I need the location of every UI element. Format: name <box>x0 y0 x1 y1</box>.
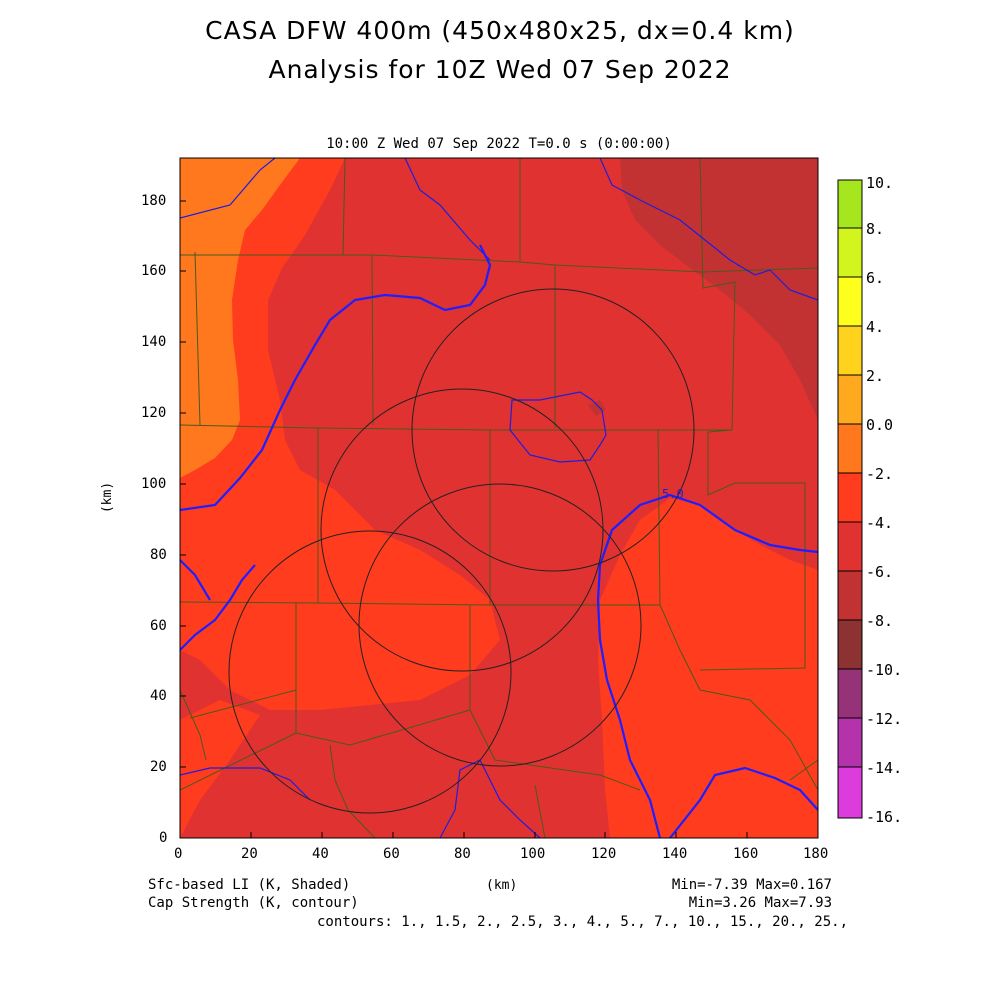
y-tick-label: 160 <box>141 263 167 279</box>
map-field: 5.0 <box>180 158 818 838</box>
colorbar-swatch <box>838 473 862 522</box>
colorbar <box>837 179 863 819</box>
x-tick-label: 120 <box>591 846 617 862</box>
radar-rings <box>228 288 695 814</box>
x-tick-label: 0 <box>174 846 183 862</box>
contour-levels: contours: 1., 1.5, 2., 2.5, 3., 4., 5., … <box>316 914 848 930</box>
contour-field-label: Cap Strength (K, contour) <box>148 895 359 911</box>
x-tick-label: 20 <box>241 846 258 862</box>
x-tick-label: 160 <box>733 846 759 862</box>
y-tick-label: 60 <box>150 618 167 634</box>
colorbar-label: 6. <box>866 269 885 287</box>
colorbar-swatch <box>838 228 862 277</box>
x-tick-label: 60 <box>383 846 400 862</box>
colorbar-label: -4. <box>866 514 894 532</box>
colorbar-label: -2. <box>866 465 894 483</box>
colorbar-label: -8. <box>866 612 894 630</box>
y-tick-label: 140 <box>141 334 167 350</box>
axis-ticks <box>179 200 819 839</box>
colorbar-swatch <box>838 375 862 424</box>
colorbar-swatch <box>838 180 862 228</box>
county-boundaries <box>180 158 818 838</box>
y-tick-label: 180 <box>141 193 167 209</box>
x-tick-label: 100 <box>520 846 546 862</box>
field-dark-red-spot <box>588 400 606 416</box>
y-tick-label: 0 <box>159 830 168 846</box>
colorbar-label: -12. <box>866 710 903 728</box>
x-tick-label: 80 <box>454 846 471 862</box>
y-tick-label: 80 <box>150 547 167 563</box>
contour-value-label: 5.0 <box>662 487 684 501</box>
y-tick-label: 120 <box>141 405 167 421</box>
colorbar-swatch <box>838 767 862 818</box>
figure-title: CASA DFW 400m (450x480x25, dx=0.4 km) <box>205 16 795 45</box>
colorbar-label: 2. <box>866 367 885 385</box>
x-tick-label: 140 <box>662 846 688 862</box>
colorbar-swatch <box>838 522 862 571</box>
colorbar-label: 8. <box>866 220 885 238</box>
contour-cap-strength <box>180 244 818 838</box>
colorbar-swatch <box>838 718 862 767</box>
colorbar-swatch <box>838 620 862 669</box>
y-tick-label: 20 <box>150 759 167 775</box>
colorbar-swatch <box>838 424 862 473</box>
y-tick-label: 100 <box>141 476 167 492</box>
shaded-field-label: Sfc-based LI (K, Shaded) <box>148 877 351 893</box>
valid-time-label: 10:00 Z Wed 07 Sep 2022 T=0.0 s (0:00:00… <box>326 136 672 152</box>
field-red-orange-se <box>598 498 818 838</box>
colorbar-label: 0.0 <box>866 416 894 434</box>
colorbar-swatch <box>838 277 862 326</box>
x-tick-label: 40 <box>312 846 329 862</box>
colorbar-label: 4. <box>866 318 885 336</box>
x-axis-label: (km) <box>486 878 518 893</box>
colorbar-swatch <box>838 669 862 718</box>
colorbar-label: 10. <box>866 174 894 192</box>
colorbar-label: -10. <box>866 661 903 679</box>
shaded-minmax: Min=-7.39 Max=0.167 <box>671 877 832 893</box>
figure-subtitle: Analysis for 10Z Wed 07 Sep 2022 <box>268 55 732 84</box>
colorbar-label: -16. <box>866 808 903 826</box>
y-tick-label: 40 <box>150 688 167 704</box>
y-axis-label: (km) <box>100 481 116 514</box>
radar-ring-1 <box>411 288 695 572</box>
radar-ring-2 <box>320 388 604 672</box>
colorbar-label: -14. <box>866 759 903 777</box>
x-tick-label: 180 <box>803 846 829 862</box>
plot-frame <box>179 157 819 839</box>
colorbar-swatch <box>838 326 862 375</box>
field-dark-red-ne <box>620 158 818 420</box>
field-red-orange-west <box>180 158 500 710</box>
radar-ring-3 <box>358 483 642 767</box>
colorbar-label: -6. <box>866 563 894 581</box>
contour-minmax: Min=3.26 Max=7.93 <box>688 895 832 911</box>
colorbar-swatch <box>838 571 862 620</box>
field-orange-nw <box>180 158 300 478</box>
radar-ring-4 <box>228 530 512 814</box>
